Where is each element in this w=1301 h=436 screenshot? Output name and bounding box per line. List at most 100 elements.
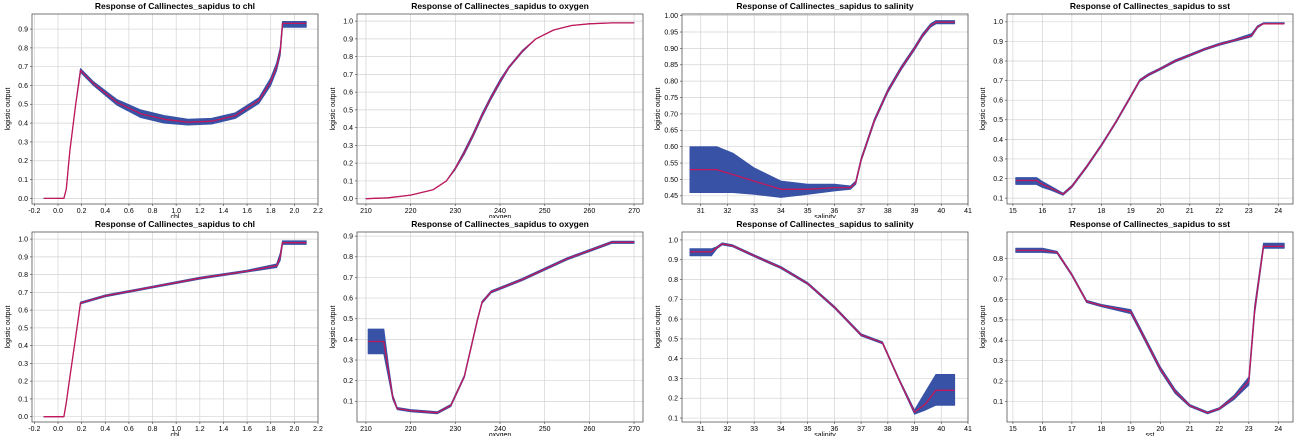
x-tick-label: 240 — [494, 208, 506, 215]
y-tick-label: 0.3 — [343, 143, 353, 150]
y-tick-label: 0.4 — [668, 356, 678, 363]
uncertainty-band — [367, 240, 635, 415]
x-tick-label: 2.0 — [289, 208, 299, 215]
y-tick-label: 0.0 — [18, 414, 28, 421]
y-tick-label: 0.80 — [664, 79, 678, 86]
x-tick-label: 18 — [1097, 208, 1105, 215]
plot-frame — [681, 13, 969, 205]
y-tick-label: 0.1 — [993, 399, 1003, 406]
y-tick-label: 0.7 — [343, 275, 353, 282]
x-tick-label: 1.4 — [219, 208, 229, 215]
y-tick-label: 0.50 — [664, 177, 678, 184]
x-tick-label: 1.6 — [242, 426, 252, 433]
x-tick-label: 39 — [911, 208, 919, 215]
series-line — [690, 243, 955, 413]
series-line — [43, 242, 307, 418]
y-tick-label: 0.85 — [664, 62, 678, 69]
x-tick-label: 41 — [964, 426, 972, 433]
chart-svg-4: Response of Callinectes_sapidus to chl -0… — [5, 219, 323, 436]
x-tick-label: 33 — [750, 426, 758, 433]
y-tick-label: 0.8 — [18, 45, 28, 52]
plot-frame — [31, 13, 319, 205]
series-line — [1015, 23, 1285, 195]
series-line — [690, 21, 955, 190]
y-tick-label: 0.2 — [18, 379, 28, 386]
chart-panel-4: Response of Callinectes_sapidus to chl -0… — [0, 218, 325, 436]
plot-frame — [1006, 13, 1294, 205]
y-tick-label: 0.5 — [18, 325, 28, 332]
chart-svg-1: Response of Callinectes_sapidus to oxyge… — [330, 1, 644, 218]
chart-title: Response of Callinectes_sapidus to sst — [1070, 219, 1230, 229]
chart-svg-7: Response of Callinectes_sapidus to sst 15… — [980, 219, 1294, 436]
x-tick-label: 1.2 — [195, 426, 205, 433]
x-tick-label: 210 — [360, 208, 372, 215]
y-tick-label: 0.8 — [993, 256, 1003, 263]
x-tick-label: 41 — [964, 208, 972, 215]
x-axis-label: chl — [171, 432, 180, 436]
x-tick-label: 31 — [697, 426, 705, 433]
y-tick-label: 0.8 — [343, 254, 353, 261]
x-tick-label: 250 — [539, 426, 551, 433]
x-tick-label: 21 — [1186, 208, 1194, 215]
x-tick-label: 15 — [1009, 208, 1017, 215]
y-tick-label: 0.5 — [993, 117, 1003, 124]
x-tick-label: 240 — [494, 426, 506, 433]
y-tick-label: 0.4 — [993, 137, 1003, 144]
y-tick-label: 0.9 — [343, 234, 353, 241]
y-axis-label: logistic output — [5, 88, 12, 131]
x-tick-label: 21 — [1186, 426, 1194, 433]
x-tick-label: 38 — [884, 208, 892, 215]
plot-frame — [356, 13, 644, 205]
y-tick-label: 0.2 — [993, 379, 1003, 386]
x-tick-label: 270 — [628, 426, 640, 433]
x-tick-label: 37 — [857, 426, 865, 433]
y-tick-label: 0.7 — [993, 276, 1003, 283]
y-tick-label: 0.90 — [664, 46, 678, 53]
y-axis-label: logistic output — [655, 88, 662, 131]
x-axis-label: chl — [171, 214, 180, 218]
chart-title: Response of Callinectes_sapidus to salin… — [736, 1, 913, 11]
x-tick-label: 230 — [449, 208, 461, 215]
x-tick-label: 2.2 — [313, 208, 323, 215]
y-tick-label: 0.6 — [993, 98, 1003, 105]
y-tick-label: 0.2 — [993, 176, 1003, 183]
x-tick-label: 15 — [1009, 426, 1017, 433]
x-tick-label: 2.2 — [313, 426, 323, 433]
x-tick-label: 22 — [1215, 426, 1223, 433]
x-tick-label: 20 — [1156, 426, 1164, 433]
y-tick-label: 0.9 — [343, 36, 353, 43]
y-tick-label: 0.7 — [18, 290, 28, 297]
y-tick-label: 0.9 — [18, 254, 28, 261]
y-tick-label: 0.8 — [343, 54, 353, 61]
y-tick-label: 0.95 — [664, 29, 678, 36]
y-tick-label: 0.1 — [18, 177, 28, 184]
y-tick-label: 1.0 — [18, 237, 28, 244]
y-tick-label: 0.2 — [343, 161, 353, 168]
y-tick-label: 0.6 — [668, 316, 678, 323]
x-tick-label: 250 — [539, 208, 551, 215]
plot-area — [682, 232, 968, 422]
chart-panel-6: Response of Callinectes_sapidus to salin… — [650, 218, 975, 436]
plot-frame — [1006, 231, 1294, 423]
x-tick-label: 31 — [697, 208, 705, 215]
x-tick-label: 1.2 — [195, 208, 205, 215]
y-tick-label: 0.3 — [668, 376, 678, 383]
x-tick-label: 0.0 — [53, 426, 63, 433]
x-tick-label: 32 — [724, 426, 732, 433]
uncertainty-band — [689, 242, 956, 415]
x-tick-label: 17 — [1068, 426, 1076, 433]
y-tick-label: 0.6 — [343, 90, 353, 97]
x-tick-label: 16 — [1038, 208, 1046, 215]
chart-panel-5: Response of Callinectes_sapidus to oxyge… — [325, 218, 650, 436]
y-axis-label: logistic output — [5, 306, 12, 349]
x-tick-label: 1.0 — [171, 208, 181, 215]
y-tick-label: 0.1 — [343, 399, 353, 406]
x-tick-label: 0.4 — [100, 426, 110, 433]
y-tick-label: 0.9 — [18, 26, 28, 33]
x-tick-label: 19 — [1127, 426, 1135, 433]
x-tick-label: 36 — [830, 208, 838, 215]
chart-title: Response of Callinectes_sapidus to salin… — [736, 219, 913, 229]
y-tick-label: 0.5 — [343, 107, 353, 114]
x-tick-label: 0.2 — [77, 426, 87, 433]
